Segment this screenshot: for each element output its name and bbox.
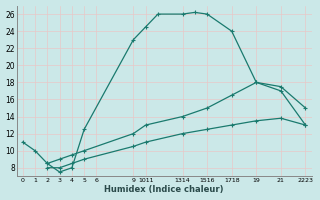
X-axis label: Humidex (Indice chaleur): Humidex (Indice chaleur) [104, 185, 224, 194]
